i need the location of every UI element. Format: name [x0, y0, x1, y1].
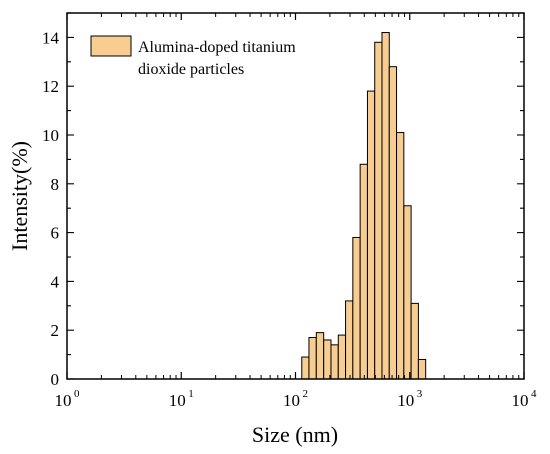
y-tick-label: 14: [42, 28, 60, 47]
x-tick-label-exponent: 0: [74, 388, 80, 400]
bar: [301, 356, 310, 380]
bar: [403, 205, 412, 380]
bar: [410, 302, 419, 380]
bar: [345, 300, 354, 380]
legend-label-line-1: Alumina-doped titanium: [138, 39, 296, 56]
bar: [359, 163, 368, 380]
y-tick-label: 6: [51, 224, 60, 243]
bar: [352, 236, 361, 380]
bar: [417, 358, 427, 380]
x-tick-label: 10: [55, 391, 72, 410]
x-tick-label-exponent: 2: [303, 388, 309, 400]
bar: [330, 344, 339, 380]
legend-swatch: [90, 35, 132, 57]
bar: [381, 32, 390, 380]
y-axis-tick-labels: 0 2 4 6 8 10 12 14: [42, 28, 60, 389]
x-tick-label: 10: [397, 391, 414, 410]
bar: [396, 132, 405, 380]
legend: Alumina-doped titanium dioxide particles: [90, 35, 296, 78]
x-axis-tick-labels: 10 0 10 1 10 2 10 3 10 4: [55, 388, 538, 410]
y-axis-ticks: [67, 12, 524, 380]
x-tick-label-exponent: 1: [188, 388, 194, 400]
legend-label-line-2: dioxide particles: [138, 61, 244, 78]
bars-group: [301, 32, 427, 380]
bar: [366, 90, 376, 380]
y-axis-title: Intensity(%): [7, 141, 32, 251]
x-tick-label: 10: [512, 391, 529, 410]
y-tick-label: 2: [51, 321, 60, 340]
x-tick-label: 10: [169, 391, 186, 410]
x-tick-label-exponent: 4: [531, 388, 537, 400]
x-tick-label-exponent: 3: [417, 388, 423, 400]
x-axis-ticks: [66, 13, 525, 379]
y-tick-label: 12: [42, 77, 59, 96]
y-tick-label: 8: [51, 175, 60, 194]
bar: [374, 41, 383, 380]
y-tick-label: 10: [42, 126, 59, 145]
y-tick-label: 0: [51, 370, 60, 389]
bar: [388, 66, 398, 380]
bar: [323, 339, 332, 380]
bar: [337, 334, 347, 380]
x-tick-label: 10: [283, 391, 300, 410]
bar: [315, 332, 325, 380]
y-tick-label: 4: [51, 272, 60, 291]
plot-frame: [66, 12, 525, 380]
x-axis-title: Size (nm): [252, 422, 338, 447]
bar: [308, 337, 317, 380]
